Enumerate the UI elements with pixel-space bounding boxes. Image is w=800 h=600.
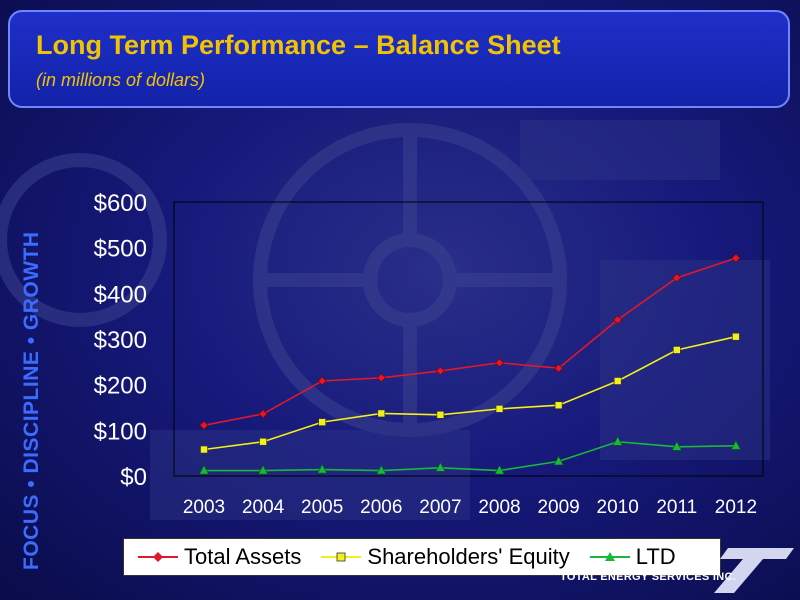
data-point (200, 445, 208, 454)
company-logo-icon (714, 548, 794, 593)
x-axis-ticks: 2003 2004 2005 2006 2007 2008 2009 2010 2011 2012 (183, 497, 757, 518)
chart-legend: Total Assets Shareholders' Equity LTD (123, 538, 721, 576)
x-tick-label: 2009 (537, 497, 579, 518)
data-point (258, 409, 268, 419)
data-point (495, 358, 504, 368)
legend-label: Shareholders' Equity (367, 544, 570, 569)
data-point (318, 418, 327, 426)
legend-label: Total Assets (184, 544, 302, 569)
data-point (554, 363, 564, 373)
data-point (672, 273, 682, 283)
y-tick-label: $400 (94, 281, 147, 308)
y-tick-label: $600 (94, 190, 147, 217)
series-line (203, 257, 737, 427)
x-tick-label: 2006 (360, 497, 402, 518)
series-line (203, 335, 737, 451)
data-point (317, 376, 327, 386)
page-subtitle: (in millions of dollars) (36, 70, 206, 90)
x-tick-label: 2005 (301, 497, 343, 518)
x-tick-label: 2010 (597, 497, 639, 518)
y-axis-ticks: $0 $100 $200 $300 $400 $500 $600 (94, 190, 147, 491)
y-tick-label: $500 (94, 236, 147, 263)
company-logo-text: TOTAL ENERGY SERVICES INC. (560, 571, 737, 583)
legend-item-shareholders-equity: Shareholders' Equity (321, 544, 570, 570)
data-point (612, 436, 623, 446)
data-point (494, 464, 505, 475)
data-point (553, 455, 564, 466)
legend-label: LTD (635, 544, 676, 569)
data-point (435, 366, 445, 376)
title-panel: Long Term Performance – Balance Sheet (i… (8, 10, 790, 108)
x-tick-label: 2007 (419, 497, 461, 518)
y-tick-label: $100 (94, 418, 147, 445)
series-line (204, 440, 736, 472)
x-tick-label: 2012 (715, 497, 757, 518)
x-tick-label: 2003 (183, 497, 225, 518)
y-tick-label: $200 (94, 373, 147, 400)
x-tick-label: 2004 (242, 497, 285, 518)
y-tick-label: $0 (120, 464, 147, 491)
y-tick-label: $300 (94, 327, 147, 354)
diamond-marker-icon (138, 552, 178, 562)
legend-item-total-assets: Total Assets (138, 544, 301, 570)
x-tick-label: 2008 (478, 497, 520, 518)
data-point (436, 411, 445, 419)
legend-item-ltd: LTD (589, 544, 676, 570)
data-point (732, 332, 740, 341)
data-point (730, 440, 741, 450)
page-title: Long Term Performance – Balance Sheet (36, 30, 561, 60)
square-marker-icon (321, 552, 362, 562)
data-point (258, 464, 269, 475)
data-point (259, 437, 267, 446)
data-point (731, 253, 741, 263)
data-point (376, 464, 387, 475)
data-point (377, 409, 386, 418)
series-group (199, 253, 741, 475)
data-point (554, 401, 563, 410)
data-point (672, 346, 681, 354)
data-point (613, 377, 622, 385)
data-point (199, 420, 209, 430)
data-point (199, 464, 209, 475)
data-point (317, 463, 328, 474)
data-point (613, 315, 623, 325)
data-point (435, 462, 446, 472)
data-point (495, 405, 504, 413)
x-tick-label: 2011 (656, 497, 697, 518)
triangle-marker-icon (589, 552, 630, 561)
data-point (376, 373, 386, 383)
data-point (671, 441, 682, 451)
plot-area-border (173, 201, 764, 477)
